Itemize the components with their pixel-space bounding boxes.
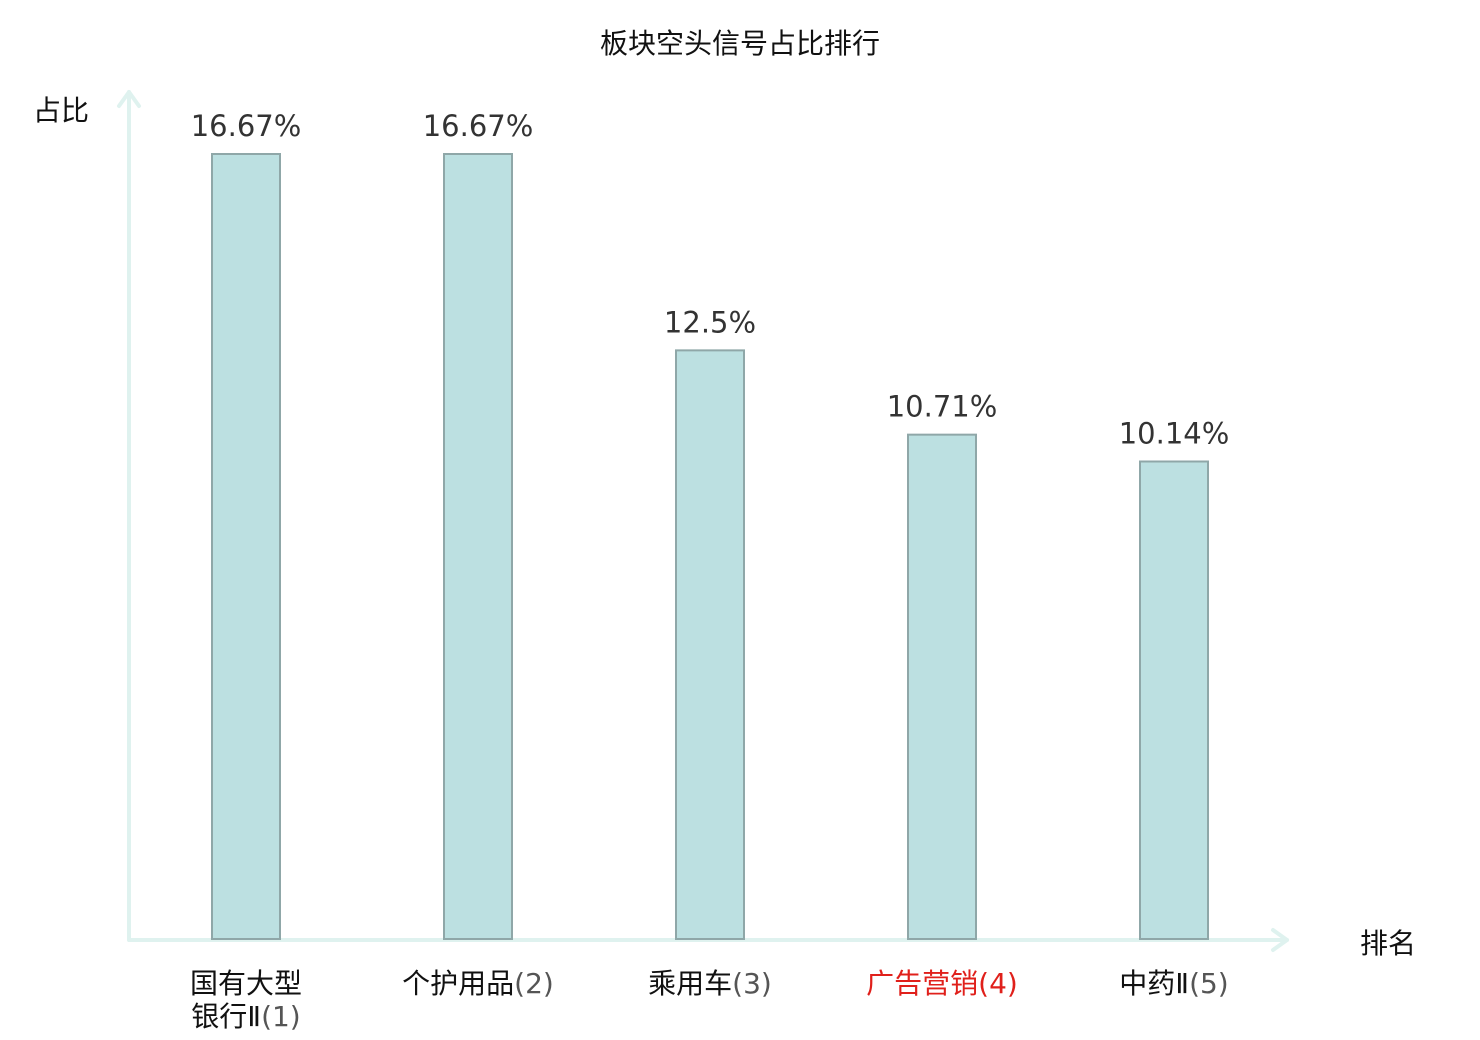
bar-2 xyxy=(443,153,513,940)
value-label-4: 10.71% xyxy=(887,390,998,424)
category-label-5: 中药Ⅱ(5) xyxy=(1119,967,1228,1000)
category-rank-5: (5) xyxy=(1189,967,1229,1000)
value-labels-group: 16.67% 16.67% 12.5% 10.71% 10.14% xyxy=(191,109,1230,451)
category-label-1-line1: 国有大型 xyxy=(190,967,302,1000)
category-label-2: 个护用品(2) xyxy=(402,967,554,1000)
y-axis-arrow xyxy=(117,90,141,108)
category-rank-2: (2) xyxy=(514,967,554,1000)
y-axis-label: 占比 xyxy=(33,94,89,127)
value-label-2: 16.67% xyxy=(423,109,534,143)
value-label-3: 12.5% xyxy=(664,305,756,339)
category-name-5: 中药Ⅱ xyxy=(1119,967,1189,1000)
value-label-5: 10.14% xyxy=(1119,417,1230,451)
chart-title: 板块空头信号占比排行 xyxy=(600,27,880,60)
category-rank-4: (4) xyxy=(978,967,1018,1000)
bar-4 xyxy=(907,433,977,940)
category-name-3: 乘用车 xyxy=(648,967,732,1000)
value-label-1: 16.67% xyxy=(191,109,302,143)
bar-1 xyxy=(211,153,281,940)
category-rank-1: (1) xyxy=(261,1000,301,1033)
bars-group xyxy=(211,153,1209,940)
bar-5 xyxy=(1139,460,1209,940)
category-rank-3: (3) xyxy=(732,967,772,1000)
category-name-4: 广告营销 xyxy=(866,967,978,1000)
x-axis-label: 排名 xyxy=(1360,927,1416,960)
category-label-1-line2: 银行Ⅱ(1) xyxy=(191,1000,300,1033)
category-label-4: 广告营销(4) xyxy=(866,967,1018,1000)
bar-3 xyxy=(675,349,745,940)
x-axis-arrow xyxy=(1271,928,1289,952)
category-name-2: 个护用品 xyxy=(402,967,514,1000)
category-name-1: 银行Ⅱ xyxy=(191,1000,261,1033)
category-label-3: 乘用车(3) xyxy=(648,967,772,1000)
